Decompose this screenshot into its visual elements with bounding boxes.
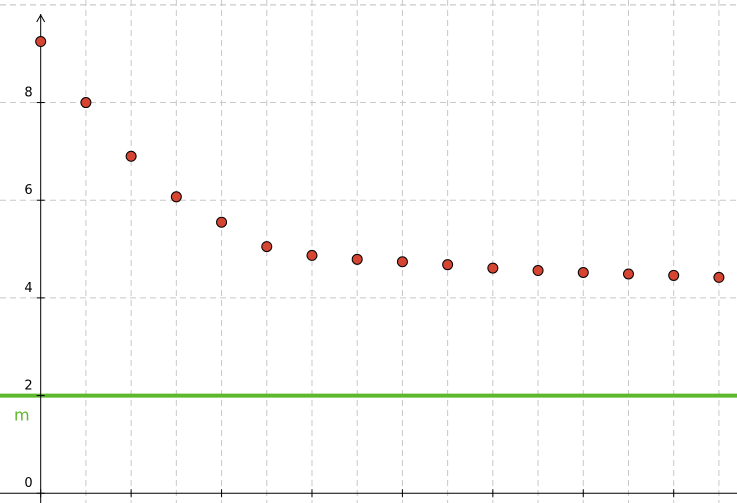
line-label-m: m <box>14 406 30 425</box>
axes <box>0 13 737 503</box>
data-point <box>125 150 137 162</box>
tick-labels: 0246810121402468 <box>24 86 698 503</box>
data-point <box>306 249 318 261</box>
y-tick-label: 2 <box>24 379 32 394</box>
data-point <box>442 259 454 271</box>
data-point <box>216 216 228 228</box>
data-point <box>577 266 589 278</box>
data-point <box>80 97 92 109</box>
data-point <box>351 253 363 265</box>
data-point <box>487 262 499 274</box>
data-point <box>261 241 273 253</box>
y-tick-label: 0 <box>24 476 32 491</box>
data-point <box>35 36 47 48</box>
data-point <box>713 271 725 283</box>
y-tick-label: 4 <box>24 281 32 296</box>
y-tick-label: 6 <box>24 183 32 198</box>
data-points <box>35 36 725 283</box>
data-point <box>170 191 182 203</box>
data-point <box>622 268 634 280</box>
data-point <box>668 269 680 281</box>
data-point <box>396 256 408 268</box>
reference-lines: m <box>0 393 737 425</box>
y-tick-label: 8 <box>24 86 32 101</box>
y-axis-arrow <box>36 13 46 23</box>
data-point <box>532 265 544 277</box>
